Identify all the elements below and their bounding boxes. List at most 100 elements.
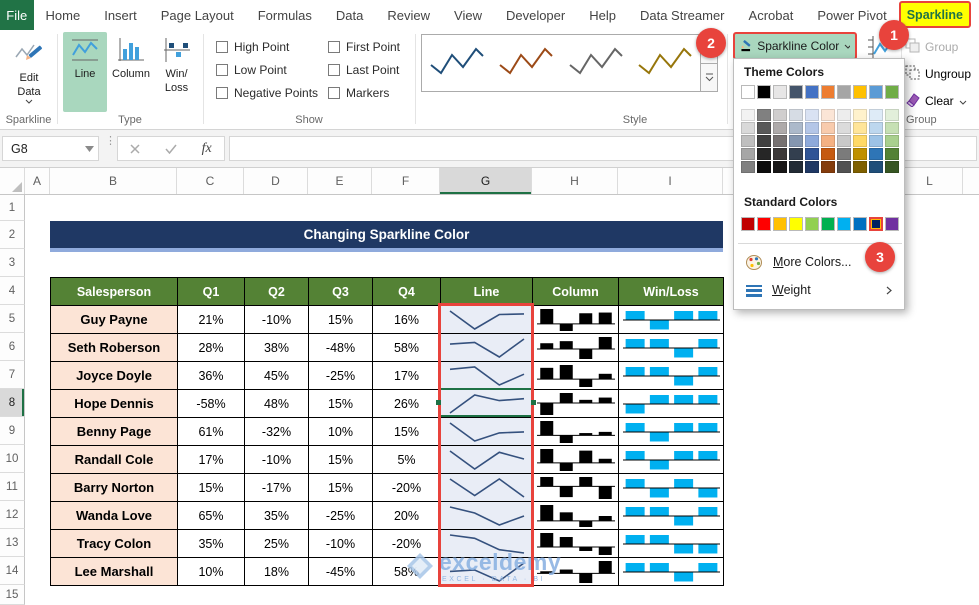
select-all-corner[interactable]: [0, 168, 25, 194]
value-cell[interactable]: 16%: [373, 306, 441, 334]
tab-developer[interactable]: Developer: [505, 7, 566, 23]
value-cell[interactable]: -20%: [373, 530, 441, 558]
theme-color-swatch[interactable]: [757, 85, 771, 99]
value-cell[interactable]: -10%: [245, 306, 309, 334]
theme-color-swatch[interactable]: [805, 85, 819, 99]
cancel-icon[interactable]: [130, 143, 140, 154]
row-header-13[interactable]: 13: [0, 529, 25, 557]
edit-data-button[interactable]: Edit Data: [6, 32, 52, 114]
theme-tint-swatch[interactable]: [853, 148, 867, 160]
value-cell[interactable]: 17%: [373, 362, 441, 390]
row-header-5[interactable]: 5: [0, 305, 25, 333]
theme-tint-swatch[interactable]: [853, 122, 867, 134]
column-header-g[interactable]: G: [440, 168, 532, 194]
column-header-b[interactable]: B: [50, 168, 177, 194]
salesperson-cell[interactable]: Hope Dennis: [51, 390, 178, 418]
standard-color-swatch[interactable]: [741, 217, 755, 231]
more-colors-item[interactable]: More Colors...: [736, 249, 904, 275]
row-header-7[interactable]: 7: [0, 361, 25, 389]
theme-tint-swatch[interactable]: [805, 161, 819, 173]
winloss-sparkline-cell[interactable]: [619, 390, 724, 418]
value-cell[interactable]: 21%: [178, 306, 245, 334]
theme-tint-swatch[interactable]: [885, 135, 899, 147]
type-button-win-loss[interactable]: Win/ Loss: [154, 32, 199, 112]
checkbox-first-point[interactable]: First Point: [328, 40, 400, 54]
theme-tint-swatch[interactable]: [837, 135, 851, 147]
theme-tint-swatch[interactable]: [853, 161, 867, 173]
salesperson-cell[interactable]: Randall Cole: [51, 446, 178, 474]
column-header-l[interactable]: L: [897, 168, 963, 194]
row-header-6[interactable]: 6: [0, 333, 25, 361]
theme-tint-swatch[interactable]: [757, 109, 771, 121]
winloss-sparkline-cell[interactable]: [619, 502, 724, 530]
theme-tint-swatch[interactable]: [885, 109, 899, 121]
salesperson-cell[interactable]: Benny Page: [51, 418, 178, 446]
value-cell[interactable]: 65%: [178, 502, 245, 530]
winloss-sparkline-cell[interactable]: [619, 446, 724, 474]
value-cell[interactable]: -10%: [245, 446, 309, 474]
row-header-3[interactable]: 3: [0, 249, 25, 277]
winloss-sparkline-cell[interactable]: [619, 530, 724, 558]
value-cell[interactable]: -10%: [309, 530, 373, 558]
insert-function-icon[interactable]: fx: [201, 140, 212, 156]
value-cell[interactable]: 15%: [309, 474, 373, 502]
value-cell[interactable]: 61%: [178, 418, 245, 446]
standard-color-swatch[interactable]: [853, 217, 867, 231]
theme-tint-swatch[interactable]: [853, 135, 867, 147]
value-cell[interactable]: 17%: [178, 446, 245, 474]
sparkline-color-button[interactable]: Sparkline Color: [733, 32, 857, 60]
value-cell[interactable]: 15%: [309, 390, 373, 418]
theme-tint-swatch[interactable]: [789, 161, 803, 173]
tab-sparkline-active[interactable]: Sparkline: [898, 1, 971, 28]
column-sparkline-cell[interactable]: [533, 558, 619, 586]
column-header-i[interactable]: I: [618, 168, 723, 194]
type-button-line[interactable]: Line: [63, 32, 107, 112]
column-sparkline-cell[interactable]: [533, 418, 619, 446]
line-sparkline-cell[interactable]: [441, 334, 533, 362]
salesperson-cell[interactable]: Barry Norton: [51, 474, 178, 502]
value-cell[interactable]: 35%: [245, 502, 309, 530]
theme-color-swatch[interactable]: [821, 85, 835, 99]
row-header-14[interactable]: 14: [0, 557, 25, 585]
theme-tint-swatch[interactable]: [821, 148, 835, 160]
value-cell[interactable]: 15%: [309, 446, 373, 474]
theme-tint-swatch[interactable]: [837, 148, 851, 160]
salesperson-cell[interactable]: Guy Payne: [51, 306, 178, 334]
standard-color-swatch[interactable]: [773, 217, 787, 231]
checkbox-negative-points[interactable]: Negative Points: [216, 86, 318, 100]
tab-file[interactable]: File: [0, 0, 34, 30]
line-sparkline-cell[interactable]: [441, 502, 533, 530]
column-header-c[interactable]: C: [177, 168, 244, 194]
line-sparkline-cell[interactable]: [441, 474, 533, 502]
value-cell[interactable]: 28%: [178, 334, 245, 362]
row-header-12[interactable]: 12: [0, 501, 25, 529]
theme-color-swatch[interactable]: [789, 85, 803, 99]
column-sparkline-cell[interactable]: [533, 446, 619, 474]
standard-color-swatch[interactable]: [805, 217, 819, 231]
theme-tint-swatch[interactable]: [741, 148, 755, 160]
value-cell[interactable]: 5%: [373, 446, 441, 474]
theme-tint-swatch[interactable]: [773, 148, 787, 160]
value-cell[interactable]: 15%: [178, 474, 245, 502]
theme-color-swatch[interactable]: [869, 85, 883, 99]
column-sparkline-cell[interactable]: [533, 334, 619, 362]
value-cell[interactable]: 36%: [178, 362, 245, 390]
value-cell[interactable]: 45%: [245, 362, 309, 390]
theme-tint-swatch[interactable]: [773, 161, 787, 173]
value-cell[interactable]: -58%: [178, 390, 245, 418]
standard-color-swatch[interactable]: [757, 217, 771, 231]
value-cell[interactable]: -45%: [309, 558, 373, 586]
theme-tint-swatch[interactable]: [869, 122, 883, 134]
theme-tint-swatch[interactable]: [837, 161, 851, 173]
tab-power-pivot[interactable]: Power Pivot: [817, 7, 887, 23]
value-cell[interactable]: 20%: [373, 502, 441, 530]
row-header-15[interactable]: 15: [0, 585, 25, 605]
theme-tint-swatch[interactable]: [757, 122, 771, 134]
standard-color-swatch[interactable]: [821, 217, 835, 231]
standard-color-swatch[interactable]: [837, 217, 851, 231]
theme-tint-swatch[interactable]: [805, 148, 819, 160]
line-sparkline-cell[interactable]: [441, 530, 533, 558]
theme-tint-swatch[interactable]: [869, 161, 883, 173]
salesperson-cell[interactable]: Joyce Doyle: [51, 362, 178, 390]
salesperson-cell[interactable]: Seth Roberson: [51, 334, 178, 362]
